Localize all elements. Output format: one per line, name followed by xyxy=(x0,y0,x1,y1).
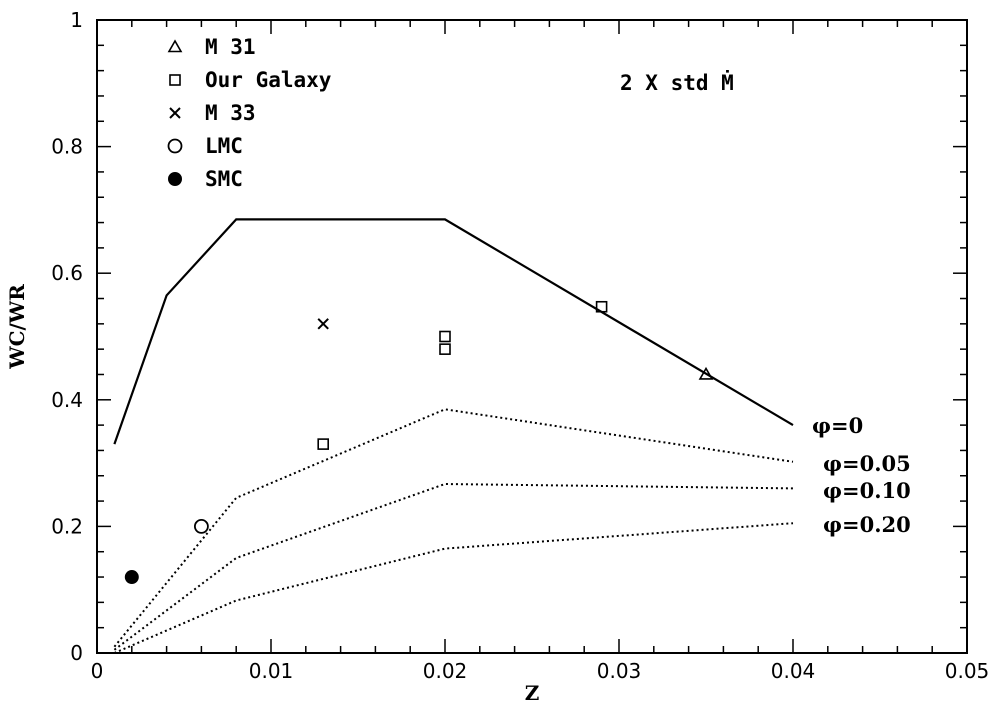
series-lines-group: φ=0 φ=0.05φ=0.10 φ=0.20 xyxy=(113,218,911,654)
series-label: φ=0.20 xyxy=(823,512,911,537)
legend-marker xyxy=(167,39,183,53)
data-point xyxy=(193,519,209,534)
legend-label: M 31 xyxy=(205,35,256,59)
series-line xyxy=(113,482,794,651)
x-tick-label: 0.05 xyxy=(945,659,990,683)
data-point xyxy=(439,330,451,343)
data-point xyxy=(439,343,451,355)
legend-label: LMC xyxy=(205,134,243,158)
chart-annotation: 2 X std Ṁ xyxy=(620,70,734,95)
legend-label: SMC xyxy=(205,167,243,191)
legend-marker xyxy=(169,107,181,119)
plot-frame xyxy=(96,19,968,654)
y-tick-label: 0.2 xyxy=(51,514,83,538)
series-line xyxy=(113,218,794,445)
axes-frame-group: 0 0.01 0.02 0.03 0.04 0.05 0 0.2 0.4 0.6 0.8 1 xyxy=(51,8,989,683)
series-label: φ=0.05 xyxy=(823,451,911,476)
legend-marker xyxy=(169,74,181,86)
series-label: φ=0.10 xyxy=(823,478,911,503)
x-tick-label: 0 xyxy=(91,659,104,683)
y-tick-label: 0.8 xyxy=(51,135,83,159)
series-line xyxy=(113,408,794,648)
data-point xyxy=(595,300,608,313)
y-tick-label: 0.6 xyxy=(51,261,83,285)
x-axis-label: Z xyxy=(525,681,540,705)
data-point xyxy=(698,366,714,380)
series-label: φ=0 xyxy=(812,413,863,438)
legend-marker xyxy=(167,138,183,154)
y-axis-label: WC/WR xyxy=(5,284,29,370)
series-line xyxy=(114,522,794,654)
data-point xyxy=(317,318,329,330)
y-tick-label: 0.4 xyxy=(51,388,83,412)
data-points-group xyxy=(124,300,714,585)
legend: M 31 Our Galaxy M 33 LMC SMC xyxy=(167,35,332,191)
x-tick-label: 0.04 xyxy=(771,659,816,683)
legend-label: M 33 xyxy=(205,101,256,125)
legend-marker xyxy=(168,172,182,186)
x-tick-label: 0.01 xyxy=(249,659,294,683)
legend-label: Our Galaxy xyxy=(205,68,332,92)
y-tick-label: 0 xyxy=(70,641,83,665)
data-point xyxy=(317,438,330,450)
data-point xyxy=(124,570,139,585)
y-tick-label: 1 xyxy=(70,8,83,32)
labels-group: Z WC/WR 2 X std Ṁ xyxy=(5,70,734,705)
x-tick-label: 0.02 xyxy=(423,659,468,683)
x-tick-label: 0.03 xyxy=(597,659,642,683)
